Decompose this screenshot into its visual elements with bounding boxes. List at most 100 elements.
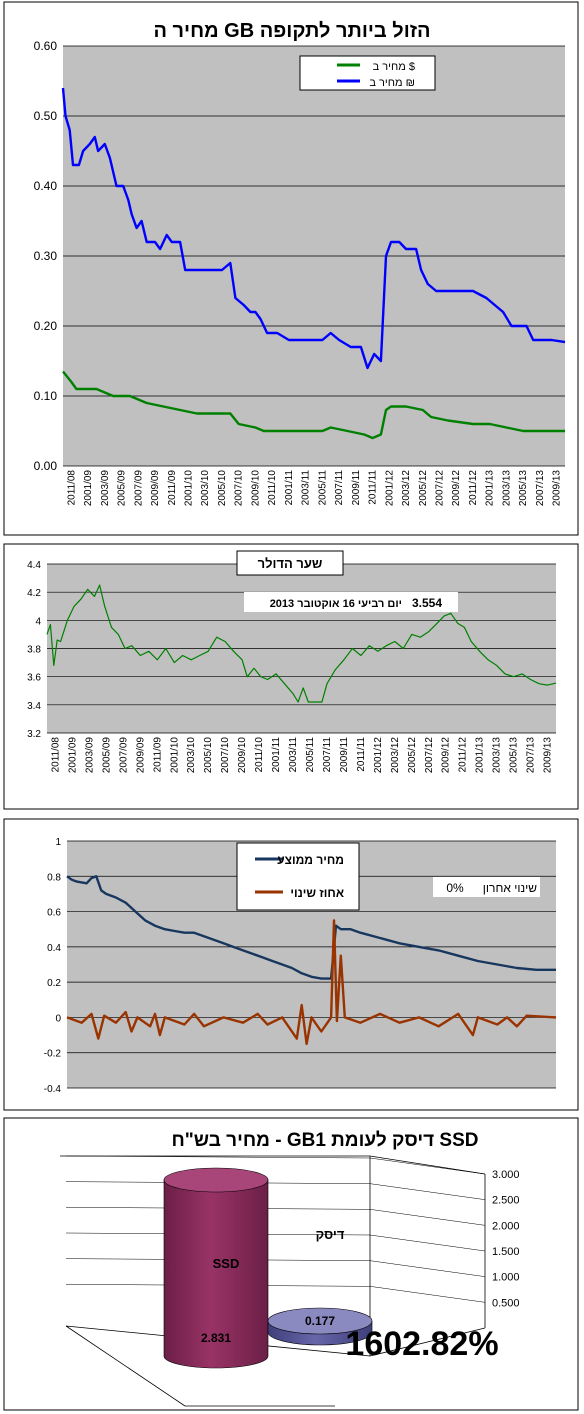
bar-top-ssd: [163, 1167, 269, 1193]
x-tick-label: 2011/09: [167, 470, 178, 506]
x-tick-label: 2011/12: [458, 737, 469, 773]
last-change-value: 0%: [446, 881, 464, 895]
x-tick-label: 2007/12: [424, 737, 435, 774]
x-tick-label: 2003/13: [492, 737, 503, 774]
x-tick-label: 2003/13: [501, 470, 512, 507]
x-tick-label: 2007/10: [234, 470, 245, 507]
x-tick-label: 2005/12: [407, 737, 418, 774]
x-tick-label: 2001/11: [284, 470, 295, 506]
average-price-change-chart: -0.4 -0.2 0 0.2 0.4 0.6 0.8 1 מחיר ממוצע אחוז ש…: [3, 818, 579, 1111]
x-tick-label: 2007/09: [118, 737, 129, 774]
x-tick-label: 2005/13: [518, 470, 529, 507]
x-tick-label: 2005/11: [317, 470, 328, 506]
average-price-change-chart-panel: -0.4 -0.2 0 0.2 0.4 0.6 0.8 1 מחיר ממוצע אחוז ש…: [0, 817, 584, 1113]
y-tick-label: 0.60: [34, 39, 58, 53]
cheapest-gb-price-chart: מחיר ה GB הזול ביותר לתקופה 0.00 0.10 0.20…: [3, 1, 579, 536]
x-tick-label: 2009/12: [451, 470, 462, 507]
y-tick-label: 1.000: [492, 1272, 520, 1284]
x-tick-label: 2011/11: [356, 737, 367, 772]
y-tick-label: 0.500: [492, 1297, 520, 1309]
y-tick-label: 2.000: [492, 1220, 520, 1232]
y-tick-label: 0.00: [34, 459, 58, 473]
x-tick-label: 2009/13: [543, 737, 554, 774]
y-tick-label: 1.500: [492, 1246, 520, 1258]
category-label-ssd: SSD: [213, 1256, 240, 1271]
legend-label-average-price: מחיר ממוצע: [277, 853, 344, 867]
x-tick-label: 2009/09: [135, 737, 146, 774]
x-tick-label: 2003/10: [186, 737, 197, 774]
legend-label-dollar: מחיר ב $: [373, 61, 415, 73]
x-tick-label: 2007/11: [322, 737, 333, 773]
chart-title: שער הדולר: [258, 556, 323, 571]
y-tick-label: 3.6: [27, 673, 41, 684]
x-tick-label: 2011/08: [50, 737, 61, 773]
x-tick-label: 2003/11: [301, 470, 312, 506]
x-tick-label: 2005/10: [203, 737, 214, 774]
x-tick-label: 2003/09: [100, 470, 111, 507]
category-label-disk: דיסק: [316, 1227, 345, 1242]
x-tick-label: 2009/11: [339, 737, 350, 773]
x-tick-label: 2005/13: [509, 737, 520, 774]
series-line-0: [61, 87, 566, 370]
y-tick-label: 0.30: [34, 249, 58, 263]
x-tick-label: 2005/12: [418, 470, 429, 507]
gridline: [65, 1155, 486, 1175]
x-tick-label: 2003/10: [200, 470, 211, 507]
rate-annotation-box: [244, 592, 458, 612]
x-tick-label: 2007/11: [334, 470, 345, 506]
x-tick-label: 2003/09: [84, 737, 95, 774]
last-change-box: [433, 877, 540, 897]
x-tick-label: 2011/12: [468, 470, 479, 506]
legend-box: [299, 55, 436, 91]
x-tick-label: 2007/09: [133, 470, 144, 507]
series-line-0: [46, 584, 557, 703]
y-tick-label: 4.4: [27, 560, 41, 571]
x-tick-label: 2003/12: [390, 737, 401, 774]
x-tick-label: 2007/10: [220, 737, 231, 774]
value-label-disk: 0.177: [305, 1314, 335, 1328]
y-tick-label: 0.2: [47, 978, 61, 989]
y-tick-label: 0.10: [34, 389, 58, 403]
x-tick-label: 2001/09: [67, 737, 78, 774]
y-tick-label: 0.20: [34, 319, 58, 333]
y-tick-label: -0.4: [44, 1084, 62, 1095]
x-tick-label: 2009/10: [250, 470, 261, 507]
y-tick-label: 3.4: [27, 701, 41, 712]
x-tick-label: 2001/13: [475, 737, 486, 774]
y-tick-label: 0.50: [34, 109, 58, 123]
x-tick-label: 2001/12: [373, 737, 384, 774]
x-tick-label: 2001/10: [184, 470, 195, 507]
y-tick-label: 2.500: [492, 1195, 520, 1207]
x-tick-label: 2005/09: [117, 470, 128, 507]
last-change-label: שינוי אחרון: [483, 881, 537, 895]
x-tick-label: 2005/10: [217, 470, 228, 507]
bar-ssd: [163, 1179, 269, 1369]
y-tick-label: 0.4: [47, 943, 61, 954]
series-line-0: [66, 875, 556, 980]
bar-top-disk: [267, 1307, 373, 1335]
x-tick-label: 2001/12: [384, 470, 395, 507]
x-tick-label: 2011/10: [267, 470, 278, 506]
x-tick-label: 2011/08: [66, 470, 77, 506]
x-tick-label: 2005/11: [305, 737, 316, 773]
rate-annotation-value: 3.554: [412, 596, 442, 610]
x-tick-label: 2009/13: [552, 470, 563, 507]
y-tick-label: 3.8: [27, 645, 41, 656]
ssd-vs-disk-chart-panel: מחיר בש"ח - GB1 דיסק לעומת SSD 0.500 1.00…: [0, 1116, 584, 1414]
x-tick-label: 2001/11: [271, 737, 282, 773]
x-tick-label: 2009/12: [441, 737, 452, 774]
legend-box: [236, 842, 360, 911]
value-label-ssd: 2.831: [201, 1331, 231, 1345]
y-tick-label: 3.000: [492, 1169, 520, 1181]
chart-title: מחיר בש"ח - GB1 דיסק לעומת SSD: [171, 1130, 478, 1151]
x-tick-label: 2011/09: [152, 737, 163, 773]
x-tick-label: 2005/09: [101, 737, 112, 774]
x-tick-label: 2007/13: [526, 737, 537, 774]
x-tick-label: 2009/11: [351, 470, 362, 506]
y-tick-label: 0.40: [34, 179, 58, 193]
x-tick-label: 2009/09: [150, 470, 161, 507]
x-tick-label: 2011/11: [368, 470, 379, 505]
y-tick-label: -0.2: [44, 1049, 62, 1060]
x-tick-label: 2001/09: [83, 470, 94, 507]
x-tick-label: 2001/10: [169, 737, 180, 774]
